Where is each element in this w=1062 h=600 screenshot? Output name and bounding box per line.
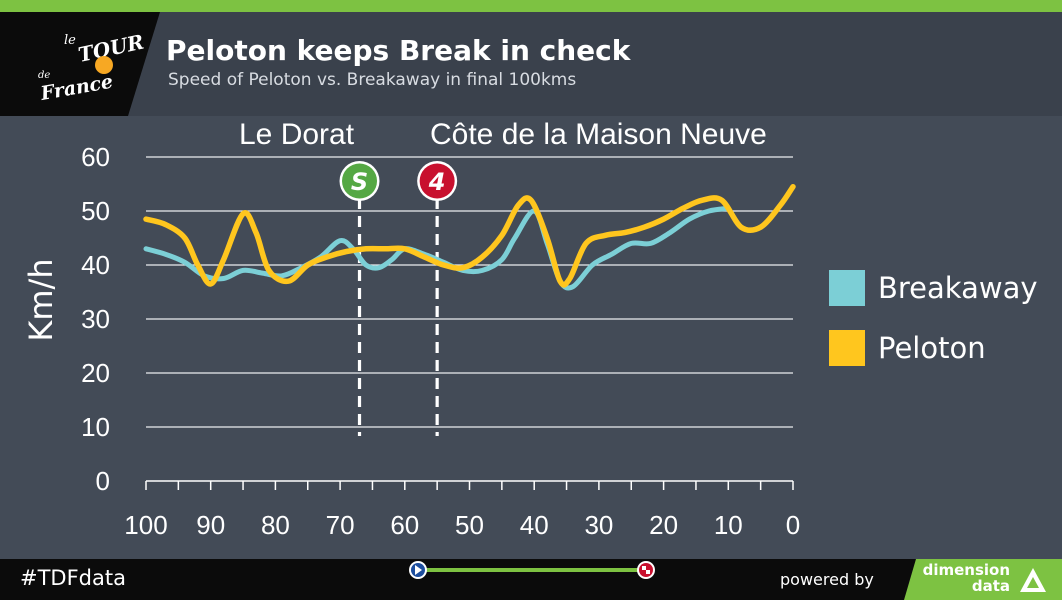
logo-text-le: le (64, 33, 76, 48)
marker-label-climb: Côte de la Maison Neuve (430, 118, 767, 151)
x-tick-label: 40 (520, 510, 549, 540)
legend-swatch-peloton (829, 330, 865, 366)
chart-gridlines (146, 156, 793, 428)
top-accent-bar (0, 0, 1062, 12)
dimension-data-logo: dimension data (904, 559, 1062, 600)
y-tick-label: 30 (81, 304, 110, 334)
x-tick-label: 90 (196, 510, 225, 540)
y-tick-label: 40 (81, 250, 110, 280)
logo-text-de: de (38, 70, 50, 81)
dimension-data-triangle-icon (1020, 568, 1046, 592)
tour-de-france-logo: le TOUR de France (0, 12, 160, 116)
x-tick-label: 20 (649, 510, 678, 540)
sprint-badge-label: S (351, 168, 368, 196)
climb-badge-label: 4 (428, 168, 446, 196)
tour-de-france-logo-art: le TOUR de France (38, 30, 146, 105)
x-tick-label: 70 (326, 510, 355, 540)
chart-legend: Breakaway Peloton (829, 270, 1038, 366)
chart-series (143, 183, 796, 291)
logo-sun-icon (95, 56, 113, 74)
x-tick-label: 10 (714, 510, 743, 540)
stage-markers: S Le Dorat 4 Côte de la Maison Neuve (239, 118, 767, 436)
x-tick-label: 60 (390, 510, 419, 540)
marker-label-sprint: Le Dorat (239, 118, 355, 151)
x-axis: 100 90 80 70 60 50 40 30 20 10 0 (124, 480, 800, 540)
x-tick-label: 50 (455, 510, 484, 540)
page-subtitle: Speed of Peloton vs. Breakaway in final … (168, 70, 577, 90)
x-tick-label: 0 (786, 510, 800, 540)
hashtag-label: #TDFdata (20, 566, 126, 590)
legend-label-peloton: Peloton (878, 331, 986, 365)
header: le TOUR de France Peloton keeps Break in… (0, 12, 1062, 116)
x-tick-label: 80 (261, 510, 290, 540)
legend-swatch-breakaway (829, 270, 865, 306)
brand-line1: dimension (922, 561, 1010, 579)
footer: #TDFdata powered by dimension data (0, 559, 1062, 600)
climb-badge-icon (419, 163, 455, 199)
y-tick-label: 50 (81, 196, 110, 226)
y-tick-label: 20 (81, 358, 110, 388)
x-tick-label: 100 (124, 510, 167, 540)
y-tick-label: 0 (96, 466, 110, 496)
y-axis-label: Km/h (22, 258, 60, 341)
powered-by-label: powered by (780, 570, 874, 589)
sprint-badge-icon (342, 163, 378, 199)
page-title: Peloton keeps Break in check (166, 34, 631, 67)
y-tick-label: 10 (81, 412, 110, 442)
legend-label-breakaway: Breakaway (878, 271, 1038, 305)
dimension-data-logo-text: dimension data (920, 562, 1010, 594)
series-line-breakaway (143, 205, 731, 291)
y-tick-label: 60 (81, 142, 110, 172)
series-line-peloton (143, 183, 796, 288)
x-tick-label: 30 (584, 510, 613, 540)
brand-line2: data (971, 577, 1010, 595)
y-axis-ticks: 0 10 20 30 40 50 60 (81, 142, 110, 496)
